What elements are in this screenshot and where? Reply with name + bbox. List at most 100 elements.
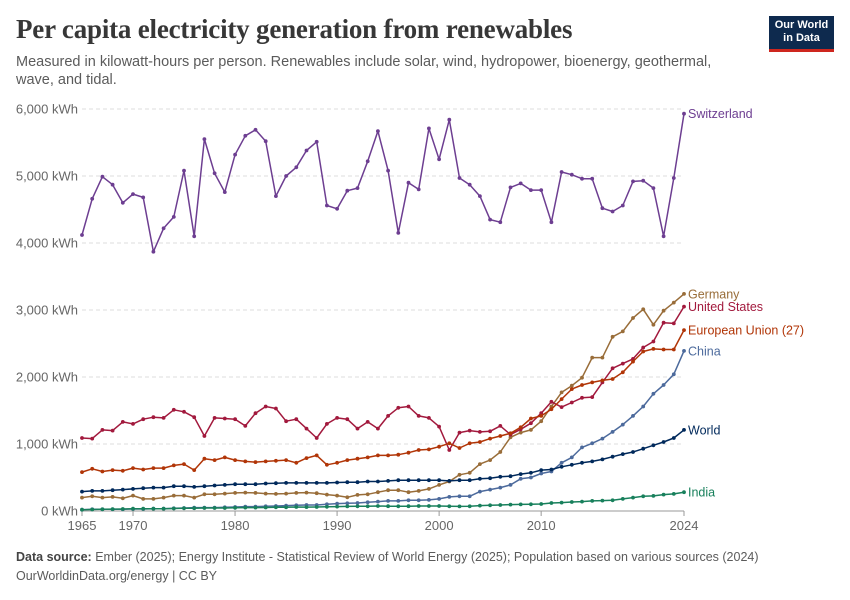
- data-source-label: Data source:: [16, 550, 92, 564]
- data-point: [314, 139, 319, 144]
- data-point: [478, 476, 482, 481]
- data-point: [682, 349, 686, 353]
- footer-url[interactable]: OurWorldinData.org/energy | CC BY: [16, 569, 218, 583]
- data-point: [304, 148, 309, 153]
- data-point: [274, 481, 278, 486]
- data-point: [212, 506, 217, 510]
- series-label-india[interactable]: India: [688, 486, 715, 500]
- data-point: [641, 494, 646, 499]
- series-label-united-states[interactable]: United States: [688, 300, 763, 314]
- y-tick-label: 6,000 kWh: [16, 102, 78, 117]
- data-point: [671, 176, 676, 180]
- data-point: [110, 468, 115, 472]
- data-point: [253, 505, 258, 510]
- data-point: [559, 460, 564, 465]
- data-point: [682, 304, 686, 309]
- data-point: [335, 206, 339, 211]
- data-point: [253, 491, 258, 495]
- chart-footer: Data source: Ember (2025); Energy Instit…: [16, 548, 759, 586]
- series-label-world[interactable]: World: [688, 423, 720, 437]
- data-point: [294, 505, 299, 509]
- data-point: [202, 434, 207, 438]
- data-point: [518, 476, 523, 481]
- data-point: [651, 322, 656, 327]
- data-point: [508, 502, 513, 507]
- owid-logo[interactable]: Our World in Data: [769, 16, 834, 52]
- data-point: [386, 453, 390, 458]
- data-point: [610, 430, 615, 434]
- data-point: [294, 417, 299, 422]
- data-point: [590, 499, 595, 503]
- data-point: [202, 484, 207, 489]
- series-line-european-union-27[interactable]: [81, 329, 685, 473]
- data-point: [620, 329, 625, 334]
- data-point: [376, 499, 380, 504]
- data-point: [651, 339, 656, 344]
- data-point: [508, 185, 513, 190]
- data-point: [467, 428, 472, 433]
- data-point: [233, 505, 238, 510]
- data-point: [406, 478, 411, 483]
- series-line-switzerland[interactable]: [81, 113, 685, 253]
- series-label-switzerland[interactable]: Switzerland: [688, 107, 753, 121]
- series-label-germany[interactable]: Germany: [688, 287, 740, 301]
- data-point: [335, 504, 339, 509]
- data-point: [386, 499, 390, 503]
- data-point: [233, 152, 238, 157]
- data-point: [437, 424, 441, 429]
- data-point: [253, 460, 258, 464]
- data-point: [427, 478, 431, 483]
- data-point: [80, 489, 84, 494]
- series-label-european-union-27[interactable]: European Union (27): [688, 324, 804, 338]
- data-point: [192, 485, 197, 489]
- data-point: [243, 482, 248, 487]
- gridlines: [82, 108, 684, 445]
- data-point: [600, 355, 605, 360]
- data-point: [600, 457, 605, 462]
- x-tick-label: 2000: [425, 518, 454, 533]
- data-point: [590, 176, 595, 181]
- data-point: [335, 480, 339, 485]
- data-point: [671, 321, 676, 326]
- data-point: [304, 456, 309, 460]
- data-point: [457, 446, 462, 450]
- data-point: [498, 450, 503, 454]
- data-point: [171, 484, 176, 489]
- data-point: [161, 485, 166, 490]
- data-point: [171, 506, 176, 511]
- data-point: [100, 495, 105, 500]
- data-point: [488, 476, 492, 481]
- data-point: [141, 506, 146, 511]
- x-tick-label: 2024: [670, 518, 699, 533]
- data-point: [671, 436, 676, 440]
- data-point: [610, 334, 615, 339]
- data-point: [274, 505, 278, 510]
- data-point: [651, 186, 656, 191]
- series-line-united-states[interactable]: [81, 306, 685, 451]
- data-point: [304, 426, 309, 431]
- data-point: [274, 458, 278, 463]
- data-point: [539, 419, 544, 424]
- data-point: [498, 503, 503, 507]
- data-point: [131, 422, 135, 426]
- series-united-states: [80, 304, 686, 452]
- data-point: [110, 495, 115, 499]
- series-european-union-27: [80, 328, 686, 474]
- data-point: [396, 405, 401, 410]
- data-point: [263, 505, 268, 510]
- data-point: [610, 209, 615, 214]
- data-point: [416, 498, 421, 503]
- data-point: [345, 504, 350, 509]
- data-point: [498, 434, 503, 438]
- data-point: [682, 292, 686, 296]
- series-label-china[interactable]: China: [688, 344, 721, 358]
- data-point: [212, 483, 217, 488]
- data-point: [110, 182, 115, 187]
- data-point: [457, 494, 462, 499]
- data-point: [80, 495, 84, 500]
- data-point: [549, 501, 554, 505]
- data-point: [518, 181, 523, 186]
- data-point: [610, 366, 615, 371]
- data-point: [457, 176, 462, 180]
